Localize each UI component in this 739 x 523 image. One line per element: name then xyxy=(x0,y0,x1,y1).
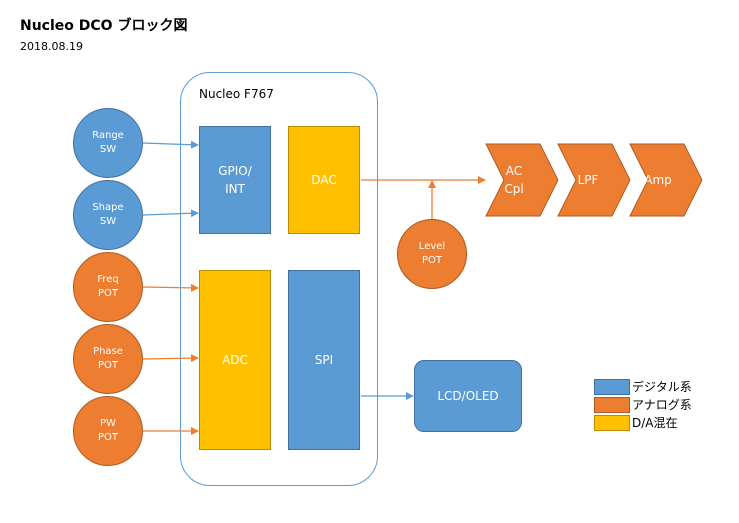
dac-block: DAC xyxy=(288,126,360,234)
legend-swatch-digital xyxy=(594,379,630,395)
pw-pot-node: PW POT xyxy=(73,396,143,466)
legend-swatch-mixed xyxy=(594,415,630,431)
phase-pot-node: Phase POT xyxy=(73,324,143,394)
level-pot-node: Level POT xyxy=(397,219,467,289)
lcd-oled-block: LCD/OLED xyxy=(414,360,522,432)
legend-label-mixed: D/A混在 xyxy=(632,416,678,430)
gpio-int-block: GPIO/ INT xyxy=(199,126,271,234)
diagram-title: Nucleo DCO ブロック図 xyxy=(20,18,188,34)
shape-sw-node: Shape SW xyxy=(73,180,143,250)
legend-label-digital: デジタル系 xyxy=(632,380,692,394)
freq-pot-node: Freq POT xyxy=(73,252,143,322)
mcu-label: Nucleo F767 xyxy=(199,87,274,101)
adc-block: ADC xyxy=(199,270,271,450)
mcu-frame xyxy=(180,72,378,486)
diagram-date: 2018.08.19 xyxy=(20,40,83,53)
ac-cpl-label: AC Cpl xyxy=(504,164,524,196)
phase-to-adc-arrow xyxy=(142,354,199,363)
legend-swatch-analog xyxy=(594,397,630,413)
lpf-chevron xyxy=(557,143,631,217)
shape-to-gpio-arrow xyxy=(142,209,199,218)
ac-cpl-chevron xyxy=(485,143,559,217)
amp-chevron xyxy=(629,143,703,217)
range-sw-node: Range SW xyxy=(73,108,143,178)
freq-to-adc-arrow xyxy=(142,283,199,292)
lpf-label: LPF xyxy=(577,173,599,187)
spi-block: SPI xyxy=(288,270,360,450)
amp-label: Amp xyxy=(644,173,672,187)
range-to-gpio-arrow xyxy=(142,140,199,149)
legend-label-analog: アナログ系 xyxy=(632,398,692,412)
